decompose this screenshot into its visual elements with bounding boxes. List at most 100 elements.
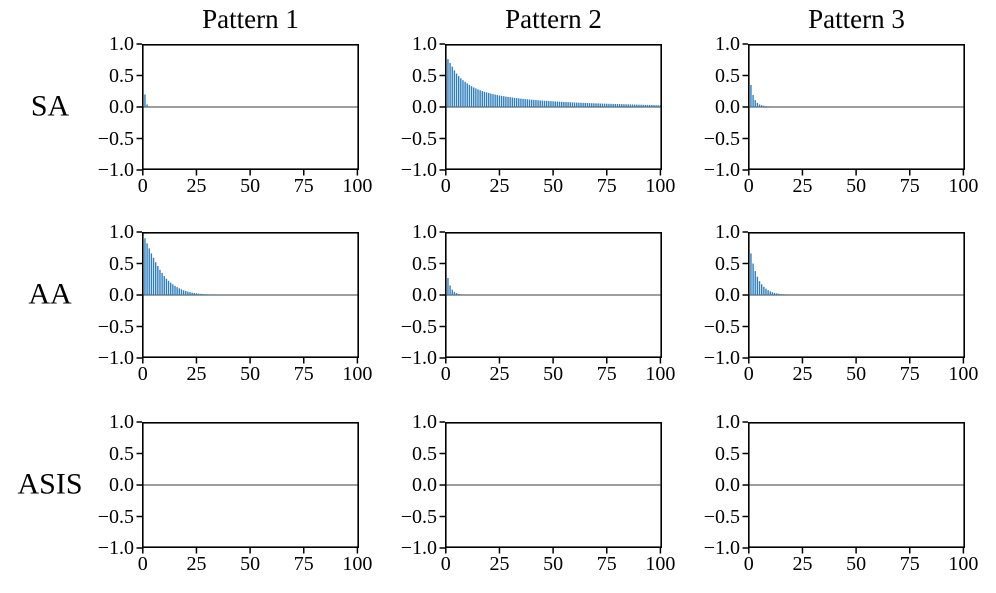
bar (206, 294, 208, 295)
bar (479, 90, 481, 107)
bar (185, 291, 187, 295)
axes-canvas (136, 421, 359, 554)
y-tick-label: −0.5 (400, 505, 437, 528)
bar (655, 105, 657, 107)
axes-spines (748, 232, 965, 359)
bar (167, 280, 170, 295)
bar (204, 294, 206, 295)
x-tick-label: 75 (596, 175, 617, 197)
bar (197, 293, 200, 295)
x-tick-label: 100 (645, 553, 676, 575)
bar (595, 103, 597, 107)
axes-canvas (439, 231, 662, 364)
bar (601, 103, 604, 107)
bar (150, 253, 153, 295)
bar (187, 291, 189, 295)
y-tick-label: −0.5 (703, 127, 740, 150)
bar (457, 293, 460, 295)
y-tick-label: 0.5 (715, 64, 740, 87)
y-tick-label: −0.5 (400, 127, 437, 150)
bar (752, 95, 754, 107)
y-tick-label: 0.0 (109, 284, 134, 306)
x-tick-label: 75 (899, 363, 920, 385)
bar (571, 102, 574, 107)
subplot-asis-pattern-3: 0 25 50 75 100 1.0 0.5 0.0 −0.5 −1.0 (704, 411, 979, 575)
bar (511, 97, 514, 107)
y-tick-label: 0.5 (715, 252, 740, 275)
bar (449, 62, 451, 107)
y-tick-label: 0.5 (109, 252, 134, 275)
bar (460, 78, 462, 107)
y-tick-label: −0.5 (703, 505, 740, 528)
bar (545, 100, 548, 107)
bar (580, 102, 582, 107)
bar (552, 101, 554, 107)
y-tick-label: 0.5 (109, 64, 134, 87)
bar (616, 104, 619, 107)
x-tick-label: 100 (342, 175, 373, 197)
bar (573, 102, 576, 107)
y-tick-label: 0.5 (412, 252, 437, 275)
bar (623, 104, 625, 107)
bar (492, 94, 494, 107)
x-tick-label: 25 (489, 553, 510, 575)
row-label-aa: AA (28, 277, 72, 311)
bar (498, 95, 501, 107)
subplot-aa-pattern-3: 0 25 50 75 100 1.0 0.5 0.0 −0.5 −1.0 (704, 221, 979, 385)
bar (588, 103, 591, 107)
axes-canvas (742, 43, 965, 176)
bar (533, 99, 535, 107)
x-tick-label: 0 (440, 175, 451, 197)
bar (642, 104, 644, 107)
bar (189, 292, 191, 295)
bar (464, 81, 466, 107)
axes-canvas (136, 231, 359, 364)
y-tick-label: 1.0 (715, 411, 740, 433)
bar (769, 291, 771, 295)
x-tick-label: 0 (137, 363, 148, 385)
bar (554, 101, 556, 107)
bar (767, 290, 769, 295)
bar (638, 104, 640, 107)
y-tick-label: 1.0 (412, 411, 437, 433)
bar (208, 294, 211, 295)
bar (591, 103, 593, 107)
bar (468, 84, 471, 107)
bar (756, 276, 759, 295)
x-tick-label: 25 (489, 175, 510, 197)
bar (750, 84, 752, 107)
y-tick-label: −1.0 (97, 159, 134, 181)
y-tick-label: −1.0 (400, 347, 437, 369)
bar (518, 98, 520, 107)
bar (657, 105, 659, 107)
x-tick-label: 50 (240, 363, 261, 385)
bar (597, 103, 599, 107)
bar (760, 105, 763, 107)
bar (481, 91, 483, 107)
bar (631, 104, 634, 107)
bar (548, 101, 550, 107)
bar (537, 100, 539, 107)
bar (496, 95, 498, 107)
bar (449, 285, 451, 295)
bar (146, 243, 148, 295)
x-tick-label: 75 (899, 175, 920, 197)
bar (500, 95, 503, 107)
bar (556, 101, 559, 107)
col-title-pattern-2: Pattern 2 (505, 4, 602, 34)
bar (524, 99, 526, 108)
subplot-asis-pattern-2: 0 25 50 75 100 1.0 0.5 0.0 −0.5 −1.0 (401, 411, 676, 575)
x-tick-label: 100 (645, 363, 676, 385)
x-tick-label: 100 (948, 553, 979, 575)
axes-spines (142, 44, 359, 171)
subplot-sa-pattern-1: 0 25 50 75 100 1.0 0.5 0.0 −0.5 −1.0 (98, 33, 373, 197)
axes-spines (748, 44, 965, 171)
bar (784, 294, 786, 295)
bar (161, 272, 163, 295)
axes-canvas (439, 43, 662, 176)
y-tick-label: 0.5 (715, 442, 740, 465)
bar (200, 293, 202, 295)
y-tick-label: 0.5 (109, 442, 134, 465)
x-tick-label: 100 (948, 363, 979, 385)
x-tick-label: 100 (342, 553, 373, 575)
